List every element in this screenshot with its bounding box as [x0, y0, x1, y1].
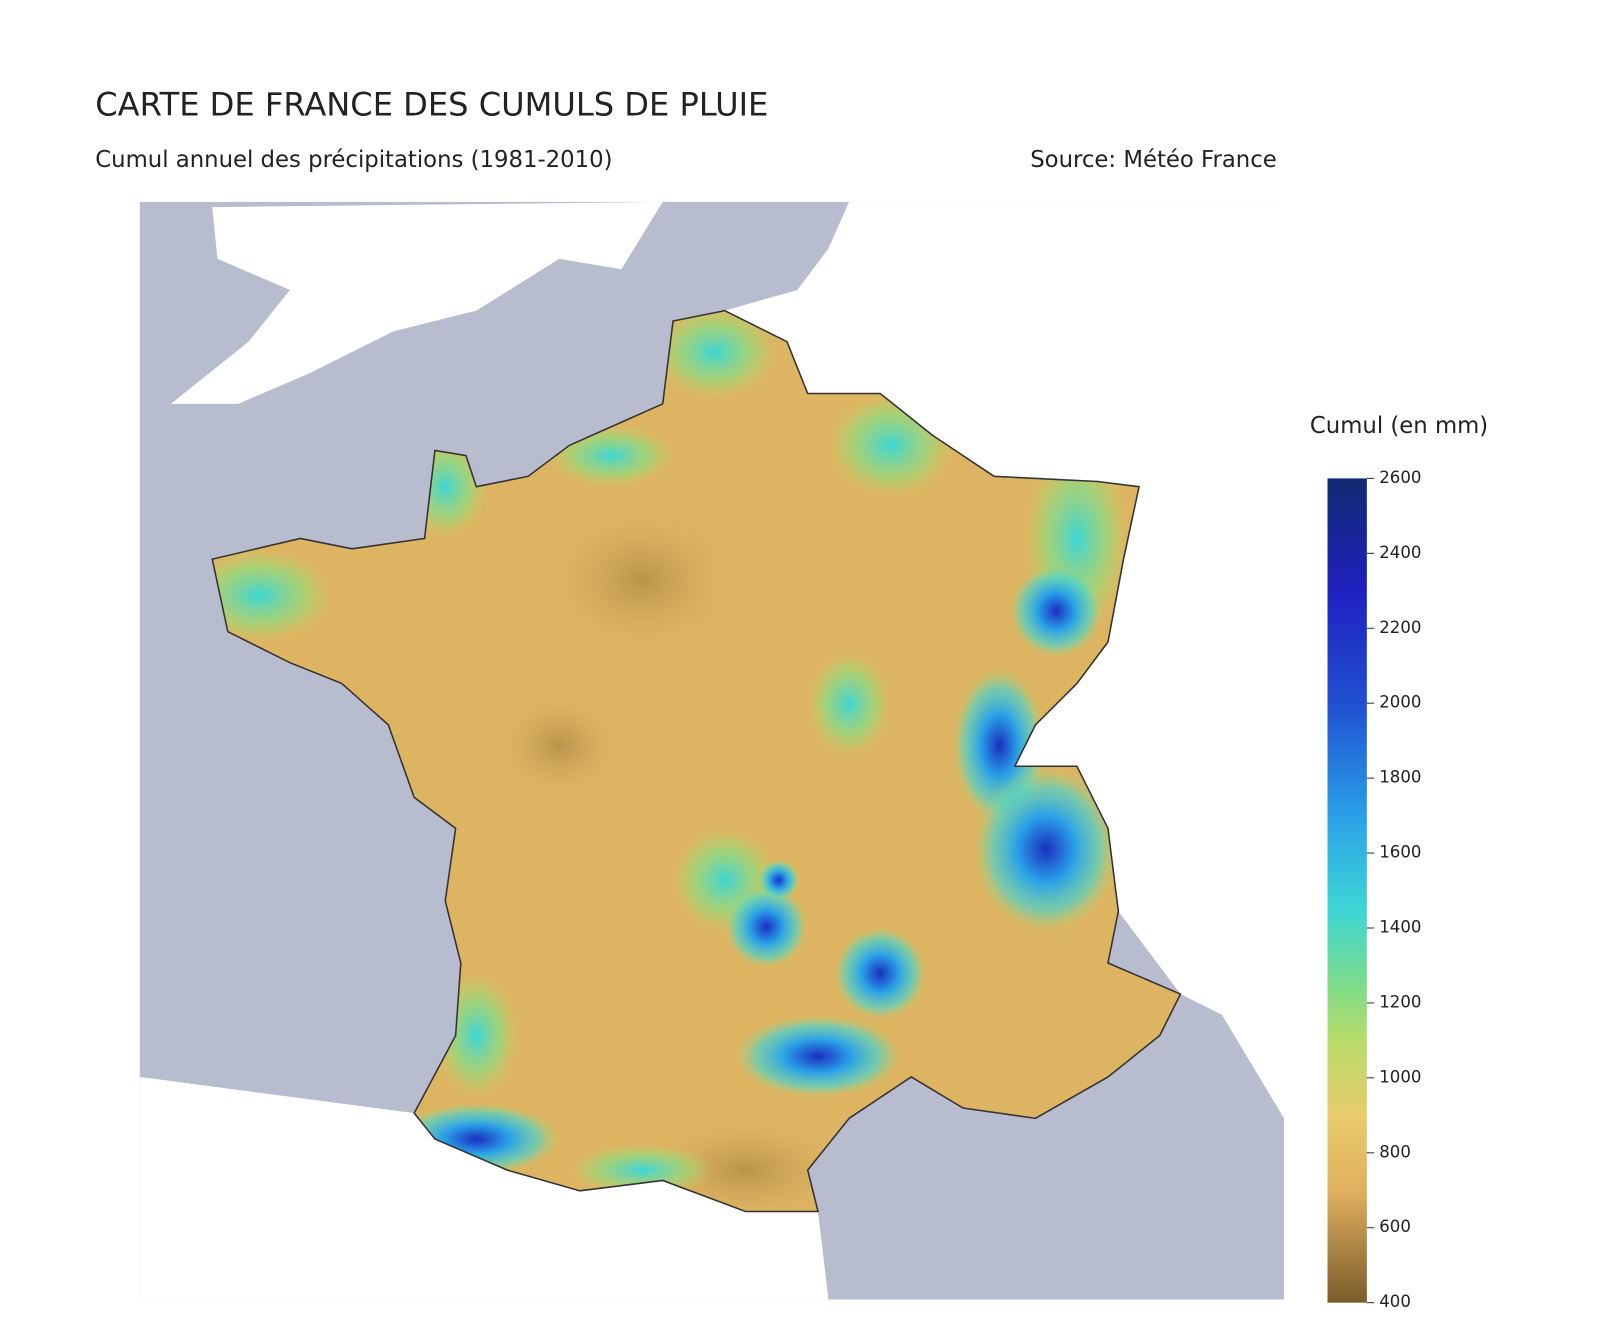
colorbar-tick-label: 1000 [1379, 1067, 1421, 1086]
colorbar-tick-label: 2000 [1379, 693, 1421, 712]
title: CARTE DE FRANCE DES CUMULS DE PLUIE [95, 86, 768, 124]
colorbar-tick-label: 1200 [1379, 992, 1421, 1011]
spain [139, 1076, 829, 1300]
colorbar-tick-label: 1400 [1379, 917, 1421, 936]
colorbar-tick-label: 2600 [1379, 468, 1421, 487]
colorbar-tick-label: 1600 [1379, 843, 1421, 862]
colorbar-tick-label: 800 [1379, 1142, 1411, 1161]
colorbar-tick-label: 2400 [1379, 543, 1421, 562]
subtitle: Cumul annuel des précipitations (1981-20… [95, 147, 612, 173]
colorbar-tick-label: 400 [1379, 1292, 1411, 1311]
neighbouring-countries [724, 201, 1285, 1119]
colorbar-tick-label: 2200 [1379, 618, 1421, 637]
colorbar-tick-label: 1800 [1379, 768, 1421, 787]
colorbar [1327, 478, 1367, 1303]
colorbar-title: Cumul (en mm) [1310, 413, 1488, 439]
source: Source: Météo France [1030, 147, 1277, 173]
england [170, 201, 663, 404]
figure-group: CARTE DE FRANCE DES CUMULS DE PLUIE Cumu… [95, 86, 1488, 1312]
colorbar-tick-label: 600 [1379, 1217, 1411, 1236]
